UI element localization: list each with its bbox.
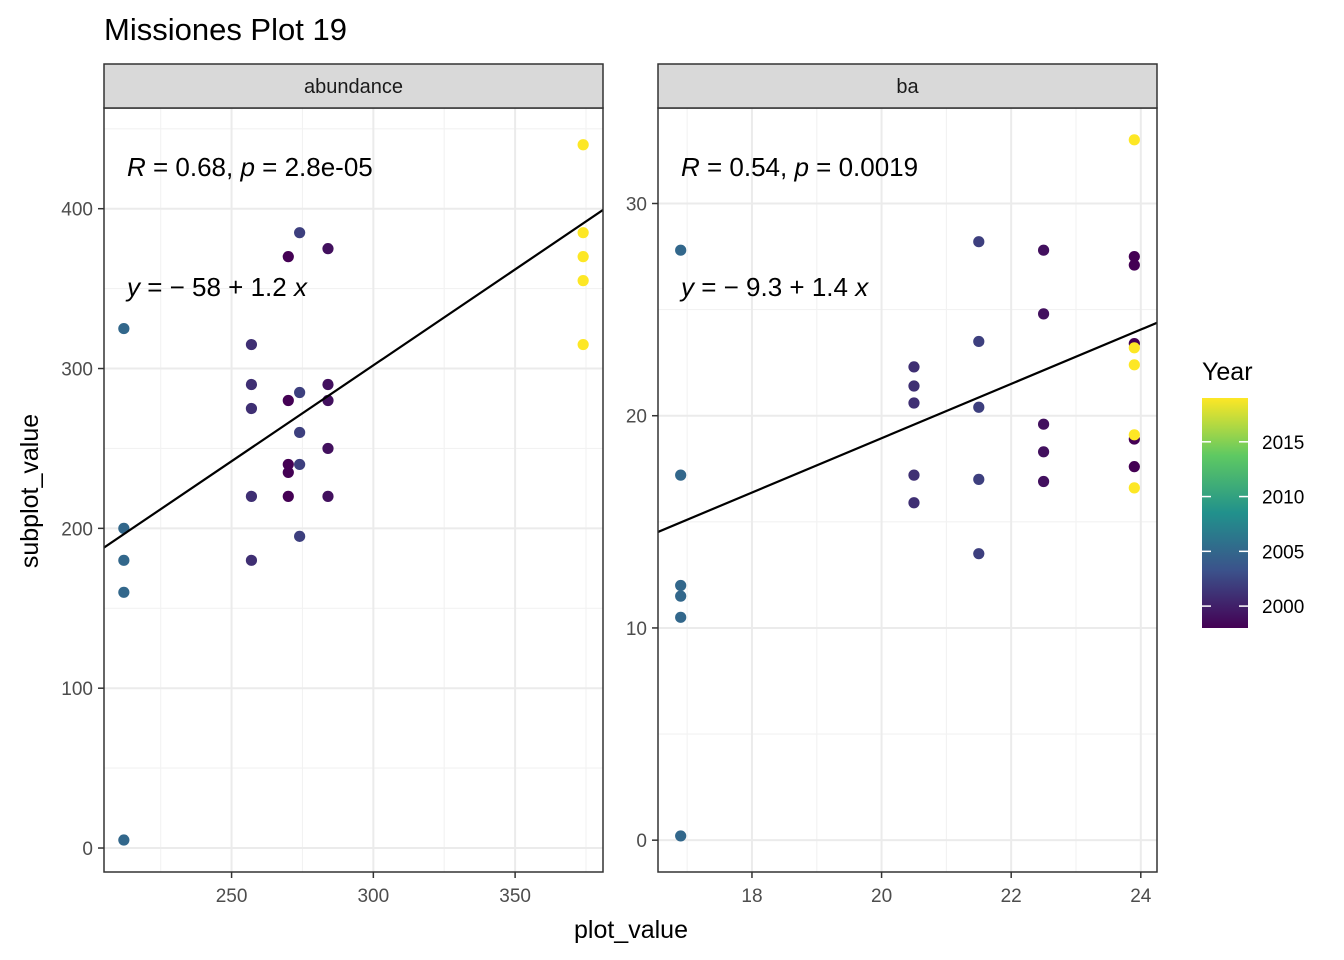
panel-background	[104, 108, 603, 872]
data-point	[973, 401, 985, 413]
data-point	[908, 361, 920, 373]
y-tick-label: 0	[636, 831, 647, 852]
data-point	[282, 251, 294, 263]
data-point	[973, 236, 985, 248]
y-tick-label: 20	[626, 407, 647, 428]
legend-label: 2000	[1262, 597, 1304, 618]
data-point	[282, 458, 294, 471]
data-point	[1128, 359, 1140, 371]
regression-equation: y = − 58 + 1.2 x	[125, 272, 308, 302]
data-point	[118, 322, 130, 335]
x-tick-label: 22	[1001, 886, 1022, 907]
data-point	[1128, 429, 1140, 441]
legend-colorbar	[1202, 398, 1248, 628]
data-point	[118, 554, 130, 566]
facet-strip-label: ba	[896, 76, 919, 98]
x-tick-label: 250	[216, 886, 248, 907]
data-point	[675, 830, 687, 842]
data-point	[245, 378, 258, 391]
y-tick-label: 200	[61, 519, 93, 540]
data-point	[675, 590, 687, 602]
data-point	[973, 548, 985, 560]
data-point	[294, 458, 306, 471]
data-point	[1037, 418, 1050, 430]
data-point	[294, 530, 306, 542]
data-point	[245, 338, 258, 351]
data-point	[294, 426, 306, 439]
data-point	[282, 490, 294, 502]
data-point	[577, 139, 589, 151]
x-tick-label: 300	[357, 886, 389, 907]
data-point	[1128, 461, 1140, 473]
data-point	[322, 243, 334, 255]
y-tick-label: 30	[626, 195, 647, 216]
data-point	[322, 442, 334, 455]
data-point	[908, 397, 920, 409]
legend-label: 2005	[1262, 542, 1304, 563]
data-point	[577, 338, 589, 351]
y-axis-title: subplot_value	[16, 414, 44, 568]
data-point	[1037, 308, 1050, 320]
y-tick-label: 300	[61, 360, 93, 381]
facet-strip-label: abundance	[304, 76, 403, 98]
y-tick-label: 100	[61, 679, 93, 700]
facet-ba: 18 20 22 24 0 10 20 30 R = 0.54, p = 0.0019 y = −…	[626, 63, 1158, 907]
panel-background	[658, 108, 1157, 872]
data-point	[577, 227, 589, 239]
data-point	[577, 251, 589, 263]
data-point	[294, 227, 306, 239]
regression-line	[658, 321, 1157, 533]
correlation-annotation: R = 0.68, p = 2.8e-05	[127, 152, 373, 182]
data-point	[908, 380, 920, 392]
data-point	[908, 469, 920, 481]
data-point	[675, 469, 687, 481]
data-point	[1128, 250, 1140, 263]
data-point	[1037, 446, 1050, 458]
data-point	[282, 466, 294, 479]
data-point	[1128, 342, 1140, 354]
x-tick-label: 20	[871, 886, 892, 907]
data-point	[118, 834, 130, 846]
data-point	[282, 394, 294, 407]
data-point	[1037, 244, 1050, 256]
regression-line	[104, 209, 603, 549]
data-point	[245, 402, 258, 415]
legend-label: 2015	[1262, 433, 1304, 454]
data-point	[1037, 475, 1050, 488]
x-tick-label: 24	[1130, 886, 1152, 907]
facet-abundance: 250 300 350 0 100 200 300 400 R = 0.68, p = 2.8e…	[61, 63, 604, 907]
y-tick-label: 400	[61, 200, 93, 221]
x-tick-label: 18	[741, 886, 762, 907]
data-point	[245, 490, 258, 502]
data-point	[322, 490, 334, 502]
regression-equation: y = − 9.3 + 1.4 x	[679, 272, 869, 302]
facet-strip	[657, 63, 1158, 109]
data-point	[1128, 259, 1140, 271]
data-point	[322, 378, 334, 391]
data-point	[973, 473, 985, 485]
data-point	[908, 497, 920, 509]
data-point	[1128, 482, 1140, 494]
correlation-annotation: R = 0.54, p = 0.0019	[681, 152, 918, 182]
legend-label: 2010	[1262, 488, 1304, 509]
x-axis-title: plot_value	[574, 916, 688, 944]
data-point	[675, 244, 687, 256]
y-tick-label: 0	[82, 839, 93, 860]
data-point	[675, 611, 687, 623]
data-point	[1128, 134, 1140, 146]
data-point	[294, 386, 306, 399]
chart-title: Missiones Plot 19	[104, 12, 347, 47]
data-point	[973, 335, 985, 348]
x-tick-label: 350	[499, 886, 531, 907]
data-point	[577, 275, 589, 287]
data-point	[118, 586, 130, 598]
year-legend: Year 2000 2005 2010 2015	[1202, 358, 1304, 628]
data-point	[245, 554, 258, 566]
facet-strip	[103, 63, 604, 109]
data-point	[675, 579, 687, 592]
y-tick-label: 10	[626, 619, 647, 640]
legend-title: Year	[1202, 358, 1253, 386]
